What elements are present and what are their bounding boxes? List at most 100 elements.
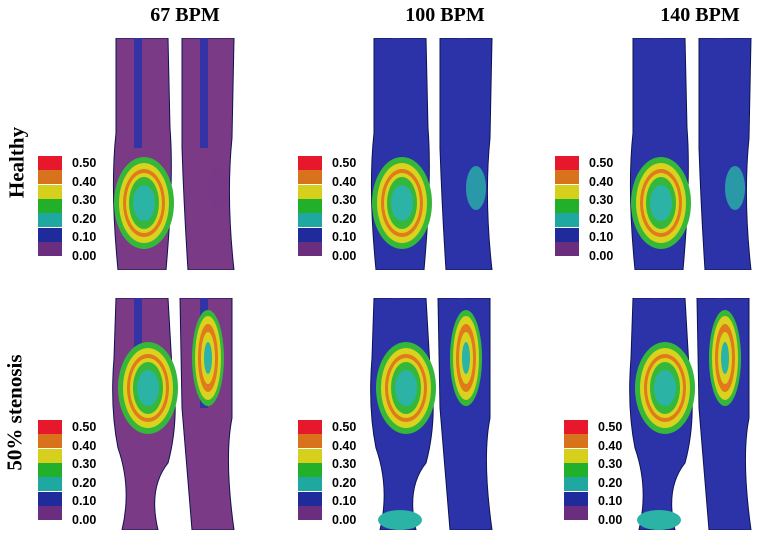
legend-label: 0.10: [332, 230, 357, 245]
legend-swatch: [38, 170, 62, 185]
legend-label: 0.20: [72, 475, 97, 490]
legend-swatch: [38, 241, 62, 256]
left-vessel-shade: [651, 38, 659, 148]
legend-swatch: [38, 198, 62, 213]
legend-swatch: [298, 170, 322, 185]
legend-swatch: [298, 198, 322, 213]
legend-swatch: [298, 213, 322, 228]
legend-swatch: [38, 505, 62, 520]
legend-label: 0.30: [598, 457, 623, 472]
column-title-140-bpm: 140 BPM: [660, 4, 740, 26]
legend-label: 0.50: [72, 156, 97, 170]
contour-ring: [133, 185, 155, 221]
vessel-contour-plot: [629, 298, 752, 530]
legend-swatch: [555, 241, 579, 256]
legend-label: 0.00: [332, 513, 357, 527]
contour-ring: [725, 166, 745, 210]
legend-swatch: [564, 462, 588, 477]
legend-label: 0.50: [589, 156, 614, 170]
legend-swatch: [38, 462, 62, 477]
vessel-contour-plot: [370, 298, 493, 530]
legend-swatch: [298, 184, 322, 199]
legend-swatch: [555, 198, 579, 213]
contour-ring: [654, 370, 676, 406]
vessel-contour-plot: [112, 298, 235, 530]
contour-ring: [204, 342, 212, 374]
legend-swatch: [298, 477, 322, 492]
legend-swatch: [298, 434, 322, 449]
vessel-contour-plot: [629, 38, 752, 270]
legend-swatch: [555, 170, 579, 185]
legend-swatch: [555, 156, 579, 170]
right-vessel-shade: [458, 38, 466, 148]
legend-label: 0.40: [72, 174, 97, 189]
legend-swatch: [298, 505, 322, 520]
legend-swatch: [555, 213, 579, 228]
legend-swatch: [298, 227, 322, 242]
legend-swatch: [38, 156, 62, 170]
legend-label: 0.20: [332, 475, 357, 490]
legend-label: 0.30: [332, 193, 357, 208]
legend-label: 0.10: [589, 230, 614, 245]
legend-label: 0.10: [332, 494, 357, 509]
legend-label: 0.40: [589, 174, 614, 189]
left-vessel-shade: [392, 38, 400, 148]
legend-label: 0.30: [72, 193, 97, 208]
contour-ring: [208, 166, 228, 210]
legend-swatch: [564, 448, 588, 463]
legend-swatch: [555, 227, 579, 242]
legend-label: 0.30: [589, 193, 614, 208]
right-vessel: [181, 38, 235, 270]
contour-ring: [391, 185, 413, 221]
right-vessel-shade: [717, 38, 725, 148]
legend-label: 0.50: [598, 420, 623, 434]
legend-label: 0.20: [598, 475, 623, 490]
legend-label: 0.10: [72, 230, 97, 245]
legend-swatch: [38, 213, 62, 228]
legend-label: 0.20: [332, 211, 357, 226]
legend-label: 0.00: [598, 513, 623, 527]
legend-label: 0.20: [72, 211, 97, 226]
contour-ring: [721, 342, 729, 374]
legend-swatch: [38, 448, 62, 463]
column-title-100-bpm: 100 BPM: [405, 4, 485, 26]
legend-swatch: [298, 448, 322, 463]
legend-swatch: [38, 434, 62, 449]
legend-swatch: [38, 491, 62, 506]
contour-ring: [466, 166, 486, 210]
legend-swatch: [564, 505, 588, 520]
contour-ring: [378, 510, 422, 530]
legend-swatch: [555, 184, 579, 199]
legend-label: 0.20: [589, 211, 614, 226]
legend-swatch: [298, 462, 322, 477]
legend-label: 0.40: [332, 438, 357, 453]
legend-label: 0.40: [72, 438, 97, 453]
legend-swatch: [38, 477, 62, 492]
vessel-contour-plot: [112, 38, 235, 270]
legend-label: 0.00: [332, 249, 357, 263]
contour-ring: [637, 510, 681, 530]
legend-label: 0.10: [72, 494, 97, 509]
legend-label: 0.00: [72, 513, 97, 527]
right-vessel-shade: [200, 38, 208, 148]
contour-ring: [650, 185, 672, 221]
row-label-healthy: Healthy: [4, 126, 29, 199]
legend-label: 0.50: [332, 420, 357, 434]
legend-label: 0.40: [332, 174, 357, 189]
legend-swatch: [564, 477, 588, 492]
contour-ring: [137, 370, 159, 406]
contour-ring: [462, 342, 470, 374]
legend-label: 0.50: [332, 156, 357, 170]
legend-label: 0.00: [72, 249, 97, 263]
legend-swatch: [564, 420, 588, 434]
legend-label: 0.30: [72, 457, 97, 472]
contour-ring: [395, 370, 417, 406]
legend-swatch: [298, 241, 322, 256]
legend-swatch: [38, 184, 62, 199]
legend-swatch: [38, 420, 62, 434]
legend-swatch: [564, 434, 588, 449]
right-vessel: [698, 38, 752, 270]
legend-swatch: [298, 420, 322, 434]
column-title-67-bpm: 67 BPM: [150, 4, 220, 26]
left-vessel-shade: [134, 38, 142, 148]
